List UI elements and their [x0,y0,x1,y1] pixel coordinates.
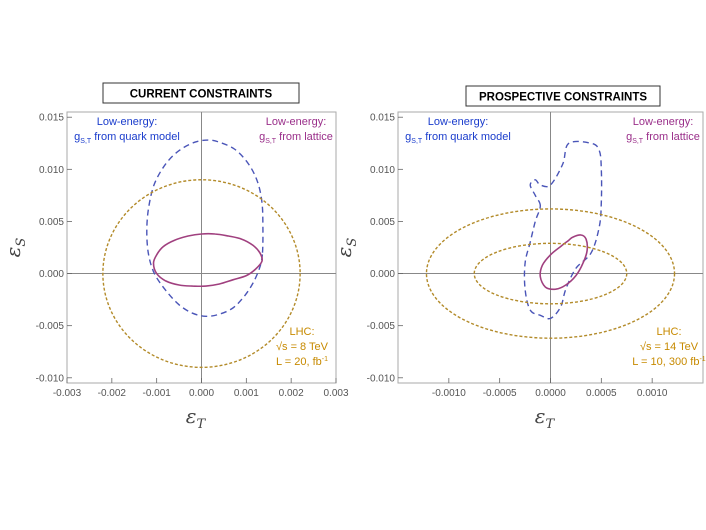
y-tick-label: 0.000 [370,269,395,280]
y-tick-label: 0.015 [39,113,64,124]
legend-quark-line2: gS,T from quark model [74,131,180,145]
legend-lattice-rest: from lattice [276,131,333,143]
legend-lattice-sub: S,T [265,138,277,145]
legend-quark-sub: S,T [80,138,92,145]
legend-quark-line2: gS,T from quark model [405,131,511,145]
y-axis-label-subscript: S [14,238,29,247]
x-axis-label-subscript: T [546,417,556,432]
legend-lhc-lumi-sup: -1 [322,356,328,363]
x-tick-label: 0.0010 [637,388,668,399]
y-tick-label: 0.010 [370,165,395,176]
panel-current-constraints: CURRENT CONSTRAINTS -0.003 -0.002 -0.001 0.0… [1,82,349,432]
legend-quark-sub: S,T [411,138,423,145]
x-tick-label: 0.003 [323,388,348,399]
legend-lattice-g: g [259,131,265,143]
legend-lattice-sub: S,T [632,138,644,145]
y-tick-label: -0.010 [367,373,396,384]
legend-lattice-line2: gS,T from lattice [259,131,333,145]
legend-lattice-rest: from lattice [643,131,700,143]
chart-title: CURRENT CONSTRAINTS [130,89,273,101]
series-lattice-contour [539,234,589,291]
y-axis-label: εS [332,238,360,258]
legend-lattice-line1: Low-energy: [266,116,327,128]
legend-quark-line1: Low-energy: [428,116,489,128]
series-lhc-contour-2 [425,208,676,339]
y-tick-label: -0.010 [36,373,65,384]
y-tick-label: 0.000 [39,269,64,280]
x-tick-label: -0.001 [142,388,171,399]
series-quark-model-contour [146,139,264,318]
legend-quark-g: g [74,131,80,143]
title-box [465,85,661,107]
x-tick-label: 0.000 [189,388,214,399]
y-axis-label: εS [1,238,29,258]
series-quark-model-contour [523,140,603,320]
x-axis-label: εT [186,404,207,432]
series-lattice-contour [152,232,264,288]
legend-lhc-line1: LHC: [656,326,681,338]
legend-lhc-line3: L = 10, 300 fb-1 [632,356,706,368]
legend-lhc-line2: √s = 8 TeV [276,341,329,353]
legend-lhc-lumi: L = 20, fb [276,356,322,368]
legend-lhc-line3: L = 20, fb-1 [276,356,328,368]
y-tick-label: 0.015 [370,113,395,124]
chart-title: PROSPECTIVE CONSTRAINTS [479,92,647,104]
y-tick-label: -0.005 [36,321,65,332]
legend-lhc-line2: √s = 14 TeV [640,341,699,353]
x-axis-label-subscript: T [197,417,207,432]
x-tick-label: 0.001 [234,388,259,399]
x-axis-label: εT [535,404,556,432]
series-lhc-contour-3 [473,242,628,305]
x-tick-label: -0.003 [53,388,82,399]
legend-lhc-lumi: L = 10, 300 fb [632,356,699,368]
y-axis-label-symbol: ε [1,247,25,258]
legend-lattice-g: g [626,131,632,143]
legend-quark-line1: Low-energy: [97,116,158,128]
x-tick-label: -0.002 [98,388,127,399]
legend-lhc-lumi-sup: -1 [699,356,705,363]
y-tick-label: 0.005 [370,217,395,228]
legend-quark-g: g [405,131,411,143]
legend-quark-rest: from quark model [422,131,511,143]
legend-lhc-line1: LHC: [289,326,314,338]
y-tick-label: 0.005 [39,217,64,228]
x-axis-label-symbol: ε [186,404,197,428]
y-tick-label: -0.005 [367,321,396,332]
panel-prospective-constraints: PROSPECTIVE CONSTRAINTS -0.0010 -0.0005 0.0… [332,85,706,432]
x-tick-label: -0.0010 [432,388,466,399]
y-axis-label-symbol: ε [332,247,356,258]
x-tick-label: -0.0005 [483,388,517,399]
title-box [102,82,300,104]
series-lhc-contour-2 [102,179,301,369]
y-axis-label-subscript: S [345,238,360,247]
x-tick-label: 0.0005 [586,388,617,399]
legend-lattice-line2: gS,T from lattice [626,131,700,145]
legend-lattice-line1: Low-energy: [633,116,694,128]
y-tick-label: 0.010 [39,165,64,176]
x-axis-label-symbol: ε [535,404,546,428]
legend-quark-rest: from quark model [91,131,180,143]
x-tick-label: 0.0000 [535,388,566,399]
x-tick-label: 0.002 [279,388,304,399]
